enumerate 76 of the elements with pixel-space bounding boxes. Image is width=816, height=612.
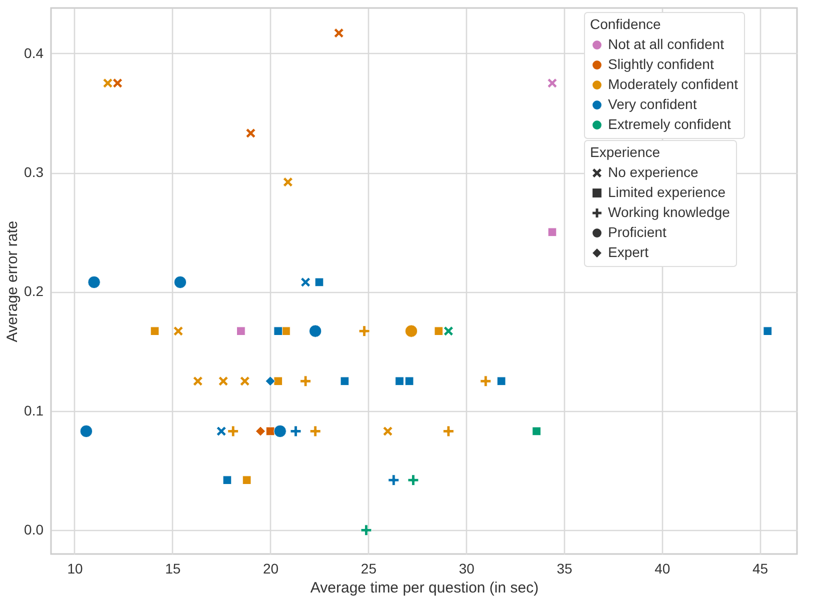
x-tick-label: 20 — [263, 560, 279, 576]
legend-label: Very confident — [608, 96, 697, 112]
point — [266, 426, 275, 436]
x-tick-label: 30 — [458, 560, 475, 576]
point — [404, 324, 418, 338]
point — [404, 376, 414, 386]
legend-label: Moderately confident — [608, 76, 738, 92]
y-tick-label: 0.2 — [24, 283, 44, 300]
point — [388, 474, 400, 486]
point — [216, 426, 226, 436]
y-tick-label: 0.0 — [24, 522, 44, 538]
x-tick-label: 15 — [165, 560, 181, 576]
x-tick-label: 10 — [67, 560, 83, 576]
legend-label: Expert — [608, 244, 649, 260]
point — [228, 426, 239, 437]
legend-label: Slightly confident — [608, 56, 714, 72]
point — [173, 326, 184, 336]
point — [282, 326, 290, 336]
point — [308, 324, 322, 338]
point — [218, 376, 228, 386]
point — [358, 326, 370, 337]
point — [408, 474, 419, 486]
point — [80, 424, 93, 438]
x-tick-label: 35 — [556, 560, 572, 576]
point — [274, 424, 286, 438]
point — [274, 376, 283, 386]
point — [340, 376, 350, 386]
point — [150, 326, 160, 336]
point — [290, 426, 302, 437]
point — [174, 276, 187, 289]
point — [334, 28, 344, 38]
point — [102, 78, 113, 88]
point — [310, 426, 321, 437]
x-tick-label: 40 — [654, 560, 670, 576]
point — [300, 277, 311, 288]
point — [256, 426, 266, 436]
point — [443, 326, 454, 336]
point — [112, 78, 123, 88]
point — [236, 326, 246, 336]
point — [222, 476, 232, 485]
point — [480, 376, 492, 387]
point — [395, 376, 404, 386]
y-tick-label: 0.4 — [24, 44, 44, 61]
point — [88, 276, 100, 289]
point — [382, 426, 393, 436]
text: Confidence — [590, 16, 661, 32]
point — [300, 376, 312, 387]
y-axis-title: Average error rate — [4, 220, 22, 342]
point — [192, 376, 203, 386]
x-tick-label: 45 — [752, 560, 768, 576]
point — [246, 128, 256, 138]
legend-label: Extremely confident — [608, 116, 732, 132]
point — [532, 426, 542, 436]
point — [442, 426, 454, 437]
point — [434, 326, 444, 336]
point — [265, 376, 276, 386]
point — [314, 278, 324, 287]
x-tick-label: 25 — [360, 560, 377, 576]
point — [763, 326, 772, 336]
point — [282, 177, 293, 188]
point — [240, 376, 250, 386]
point — [274, 326, 283, 336]
point — [360, 524, 372, 536]
legend-label: Proficient — [608, 224, 666, 240]
legend-label: Not at all confident — [608, 36, 724, 52]
point — [548, 228, 557, 237]
legend-label: Limited experience — [608, 184, 726, 200]
y-tick-label: 0.3 — [24, 164, 44, 180]
point — [547, 78, 558, 88]
legend-label: Working knowledge — [608, 204, 730, 220]
point — [242, 476, 252, 485]
y-tick-label: 0.1 — [24, 402, 44, 418]
legend-label: No experience — [608, 164, 698, 180]
x-axis-title: Average time per question (in sec) — [310, 580, 539, 596]
point — [496, 376, 506, 386]
text: Experience — [590, 144, 660, 160]
